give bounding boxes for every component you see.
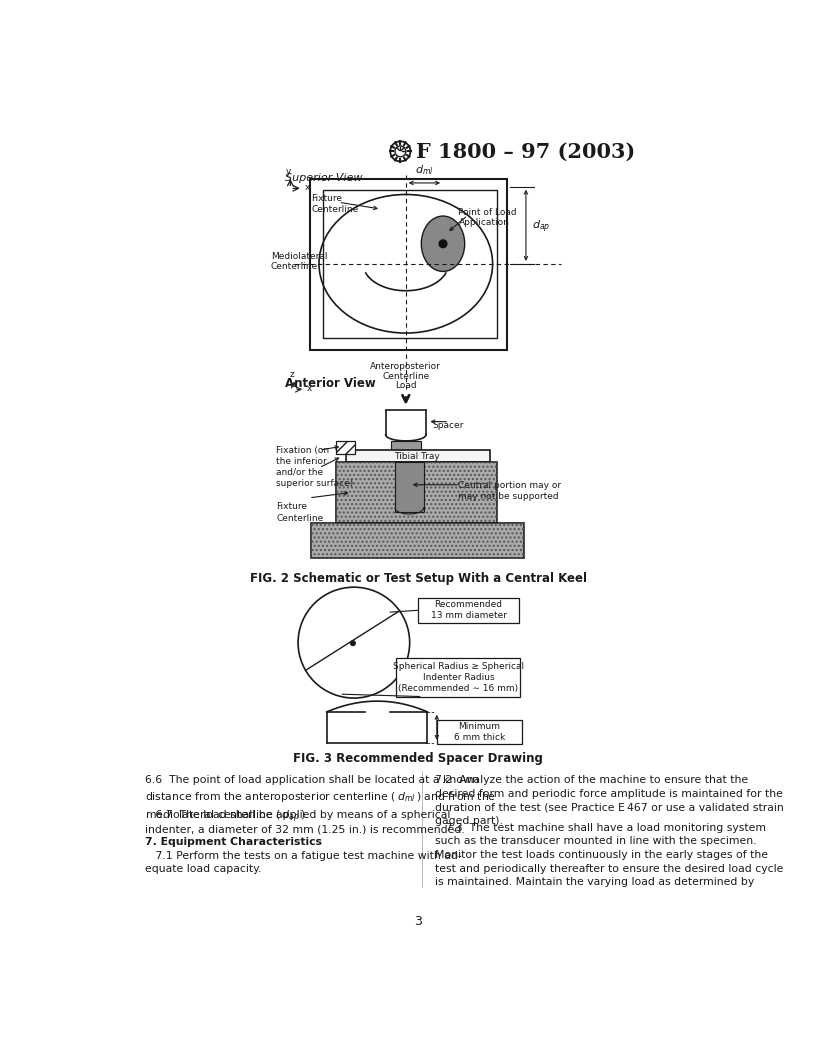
- Bar: [311, 524, 525, 558]
- Text: 7.2  Analyze the action of the machine to ensure that the
desired form and perio: 7.2 Analyze the action of the machine to…: [435, 775, 784, 826]
- Text: x: x: [307, 383, 312, 393]
- Text: Tibial Tray: Tibial Tray: [395, 452, 441, 460]
- Text: Fixture
Centerline: Fixture Centerline: [277, 503, 324, 523]
- Text: Load: Load: [395, 381, 417, 390]
- Text: F 1800 – 97 (2003): F 1800 – 97 (2003): [416, 142, 635, 162]
- Text: 7. Equipment Characteristics: 7. Equipment Characteristics: [144, 836, 322, 847]
- Text: x: x: [304, 183, 309, 192]
- Text: 7.1 Perform the tests on a fatigue test machine with ad-
equate load capacity.: 7.1 Perform the tests on a fatigue test …: [144, 850, 461, 874]
- Text: 6.6  The point of load application shall be located at a known
distance from the: 6.6 The point of load application shall …: [144, 775, 495, 825]
- Text: Central portion may or
may not be supported: Central portion may or may not be suppor…: [459, 480, 561, 501]
- Text: Anteroposterior
Centerline: Anteroposterior Centerline: [370, 361, 441, 381]
- Text: Fixture
Centerline: Fixture Centerline: [311, 194, 358, 214]
- Text: z: z: [290, 370, 295, 379]
- Bar: [418, 598, 519, 623]
- Text: 3: 3: [415, 914, 422, 928]
- Text: Fixation (on
the inferior
and/or the
superior surface): Fixation (on the inferior and/or the sup…: [277, 446, 353, 488]
- Bar: [311, 524, 525, 558]
- Text: 7.3  The test machine shall have a load monitoring system
such as the transducer: 7.3 The test machine shall have a load m…: [435, 823, 783, 887]
- Bar: [346, 450, 490, 463]
- Circle shape: [351, 641, 355, 645]
- Bar: [397, 658, 521, 697]
- Text: Anterior View: Anterior View: [285, 377, 375, 390]
- Text: Point of Load
Application: Point of Load Application: [459, 208, 517, 227]
- Text: 6.7  The load shall be applied by means of a spherical
indenter, a diameter of 3: 6.7 The load shall be applied by means o…: [144, 811, 464, 834]
- Bar: [336, 463, 497, 524]
- Text: Superior View: Superior View: [285, 173, 362, 183]
- Text: Spacer: Spacer: [432, 421, 463, 430]
- Text: FIG. 2 Schematic or Test Setup With a Central Keel: FIG. 2 Schematic or Test Setup With a Ce…: [250, 571, 587, 585]
- Bar: [310, 180, 507, 350]
- Bar: [437, 719, 522, 744]
- Circle shape: [439, 240, 447, 247]
- Text: Mediolateral
Centerline: Mediolateral Centerline: [271, 251, 327, 271]
- Bar: [336, 463, 497, 524]
- Bar: [336, 441, 355, 454]
- Text: FIG. 3 Recommended Spacer Drawing: FIG. 3 Recommended Spacer Drawing: [293, 752, 543, 765]
- Text: Spherical Radius ≥ Spherical
Indenter Radius
(Recommended ∼ 16 mm): Spherical Radius ≥ Spherical Indenter Ra…: [393, 662, 524, 693]
- Ellipse shape: [421, 216, 464, 271]
- Bar: [395, 463, 424, 512]
- Bar: [323, 190, 497, 339]
- Text: Minimum
6 mm thick: Minimum 6 mm thick: [454, 722, 505, 742]
- Text: Recommended
13 mm diameter: Recommended 13 mm diameter: [431, 600, 507, 620]
- Text: y: y: [286, 168, 291, 176]
- Bar: [391, 441, 420, 450]
- Text: $d_{ap}$: $d_{ap}$: [532, 219, 551, 234]
- Text: $d_{ml}$: $d_{ml}$: [415, 164, 434, 177]
